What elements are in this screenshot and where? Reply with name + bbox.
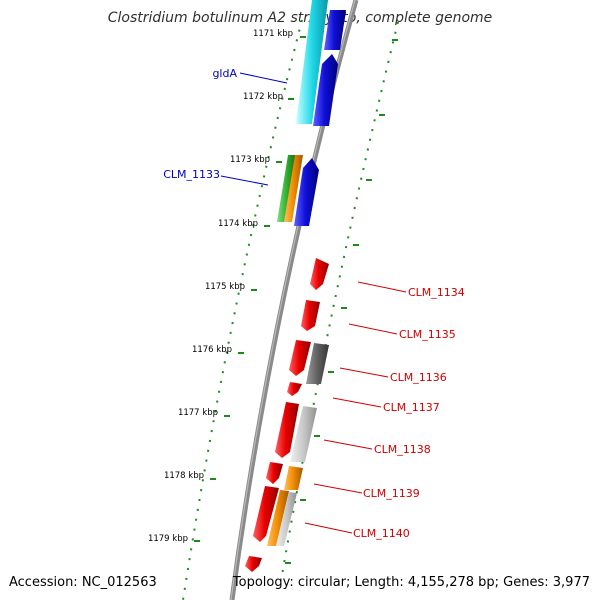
tick-label: 1177 kbp (178, 408, 218, 418)
gene-label-clm-1136: CLM_1136 (390, 371, 447, 384)
leader-line (239, 72, 288, 84)
tick-label: 1172 kbp (243, 92, 283, 102)
gene-labels: gldA CLM_1133 CLM_1134 CLM_1135 CLM_1136… (163, 67, 465, 540)
gene-feature-reverse (245, 556, 262, 572)
gene-feature-reverse (301, 300, 320, 331)
gene-feature-cyan (296, 0, 328, 124)
tick-labels: 1171 kbp 1172 kbp 1173 kbp 1174 kbp 1175… (148, 29, 293, 544)
leader-line (332, 397, 382, 408)
genome-summary-text: Topology: circular; Length: 4,155,278 bp… (232, 575, 590, 590)
tick-label: 1176 kbp (192, 345, 232, 355)
gene-features (245, 0, 346, 572)
outer-major-ticks (285, 39, 398, 564)
map-title: Clostridium botulinum A2 str. Kyoto, com… (108, 10, 493, 26)
gene-label-clm-1133: CLM_1133 (163, 168, 220, 181)
tick-label: 1179 kbp (148, 534, 188, 544)
leader-line (304, 522, 353, 534)
major-ticks (194, 36, 306, 542)
genome-backbone (229, 0, 359, 600)
tick-label: 1174 kbp (218, 219, 258, 229)
leader-line (357, 281, 407, 293)
gene-feature-forward (313, 54, 338, 126)
gene-feature-reverse (289, 340, 311, 376)
gene-feature-reverse (287, 382, 302, 396)
gene-label-clm-1137: CLM_1137 (383, 401, 440, 414)
gene-feature-light-gray (276, 492, 297, 546)
gene-label-glda: gldA (212, 67, 237, 80)
gene-label-clm-1139: CLM_1139 (363, 487, 420, 500)
gene-label-clm-1135: CLM_1135 (399, 328, 456, 341)
leader-line (323, 439, 373, 450)
gene-feature-light-gray (290, 406, 317, 462)
gene-feature-orange (284, 155, 303, 222)
gene-feature-forward (324, 10, 346, 50)
label-leaders (220, 72, 407, 534)
gene-feature-dark-gray (306, 343, 329, 384)
gene-feature-orange (267, 490, 289, 546)
leader-line (220, 175, 269, 186)
leader-line (348, 323, 398, 335)
gene-feature-orange (284, 466, 303, 490)
leader-line (313, 483, 363, 494)
gene-label-clm-1140: CLM_1140 (353, 527, 410, 540)
genome-backbone-highlight (230, 0, 356, 600)
gene-feature-green (277, 155, 296, 222)
tick-ruler-inner (182, 19, 303, 600)
gene-feature-reverse (275, 402, 299, 458)
gene-feature-reverse (310, 258, 329, 290)
tick-label: 1178 kbp (164, 471, 204, 481)
gene-feature-reverse (253, 486, 279, 542)
tick-label: 1171 kbp (253, 29, 293, 39)
accession-text: Accession: NC_012563 (9, 575, 157, 590)
gene-feature-reverse (266, 462, 283, 484)
gene-feature-forward (294, 158, 319, 226)
gene-label-clm-1138: CLM_1138 (374, 443, 431, 456)
tick-label: 1175 kbp (205, 282, 245, 292)
gene-label-clm-1134: CLM_1134 (408, 286, 465, 299)
tick-label: 1173 kbp (230, 155, 270, 165)
leader-line (339, 367, 389, 378)
